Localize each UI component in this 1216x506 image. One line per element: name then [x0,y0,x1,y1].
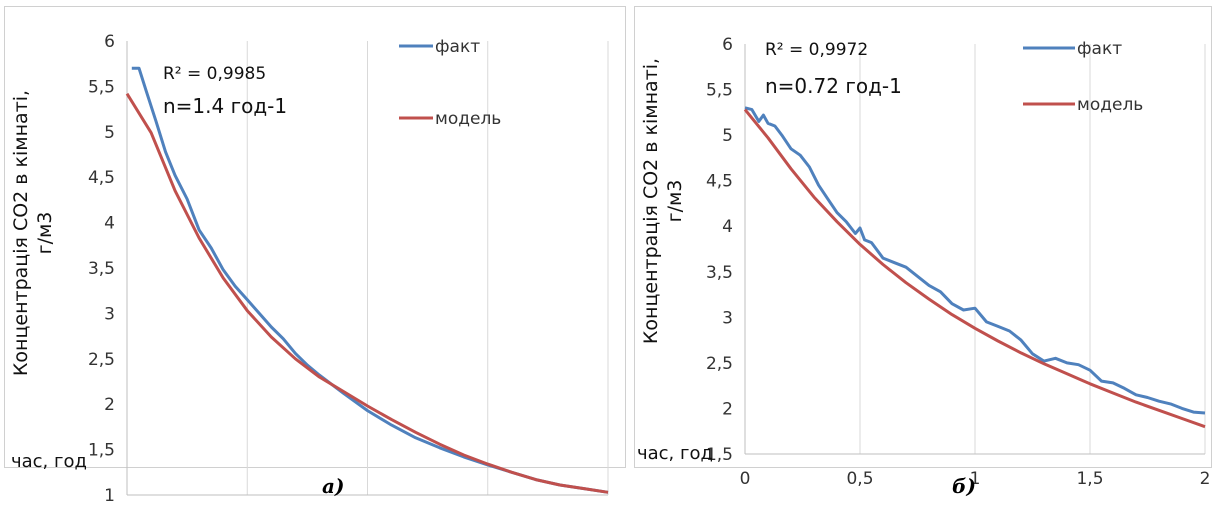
y-tick-label-b: 4,5 [706,172,733,192]
chart-panel-b: 1,5 2 2,5 3 3,5 4 4,5 5 5,5 6 0 0,5 1 1,5 2 Концентраці… [634,6,1212,489]
x-axis-label-a: час, год [11,451,87,472]
y-tick-label-a: 5,5 [88,77,115,97]
y-tick-label-b: 3,5 [706,263,733,283]
x-tick-label-b: 1 [970,469,981,489]
series-line-факт-a [131,66,609,494]
y-tick-label-b: 5 [722,126,733,146]
x-axis-label-b: час, год [637,443,713,464]
y-tick-label-a: 6 [104,32,115,52]
annotation-a: n=1.4 год-1 [163,94,287,118]
y-tick-label-a: 1,5 [88,441,115,461]
caption-b: б) [952,474,976,498]
y-tick-label-b: 2 [722,399,733,419]
chart-b-svg: 1,5 2 2,5 3 3,5 4 4,5 5 5,5 6 0 0,5 1 1,5 2 Концентраці… [637,35,1210,489]
series-line-модель-b [743,108,1206,429]
y-tick-label-b: 1,5 [706,445,733,465]
y-tick-label-b: 4 [722,217,733,237]
y-tick-label-a: 2,5 [88,350,115,370]
y-tick-label-a: 3 [104,304,115,324]
y-axis-label-b: Концентрація СО2 в кімнаті, г/м3 [640,58,686,344]
y-tick-label-a: 4 [104,214,115,234]
chart-panel-a: 11,522,533,544,555,5600,511,52Концентрац… [4,6,626,506]
y-tick-label-a: 3,5 [88,259,115,279]
series-line-факт-b [744,106,1206,415]
series-line-модель-a [125,92,609,494]
y-tick-label-a: 5 [104,123,115,143]
x-tick-label-b: 0,5 [846,469,873,489]
y-tick-label-b: 2,5 [706,354,733,374]
y-tick-label-a: 1 [104,486,115,506]
y-tick-label-b: 6 [722,35,733,55]
annotation-b: n=0.72 год-1 [765,74,902,98]
annotation-a: R² = 0,9985 [163,64,266,84]
legend-label-b: модель [1077,95,1143,115]
y-tick-label-b: 3 [722,308,733,328]
x-tick-label-b: 0 [740,469,751,489]
legend-label-b: факт [1077,39,1122,59]
y-axis-label-a: Концентрація СО2 в кімнаті, г/м3 [10,90,56,376]
caption-a: а) [322,474,345,498]
annotation-b: R² = 0,9972 [765,40,868,60]
chart-a-svg: 11,522,533,544,555,5600,511,52Концентрац… [10,32,609,506]
legend-label-a: факт [435,37,480,57]
x-tick-label-b: 1,5 [1076,469,1103,489]
y-tick-label-a: 2 [104,395,115,415]
y-tick-label-a: 4,5 [88,168,115,188]
x-tick-label-b: 2 [1200,469,1211,489]
legend-label-a: модель [435,109,501,129]
y-tick-label-b: 5,5 [706,81,733,101]
